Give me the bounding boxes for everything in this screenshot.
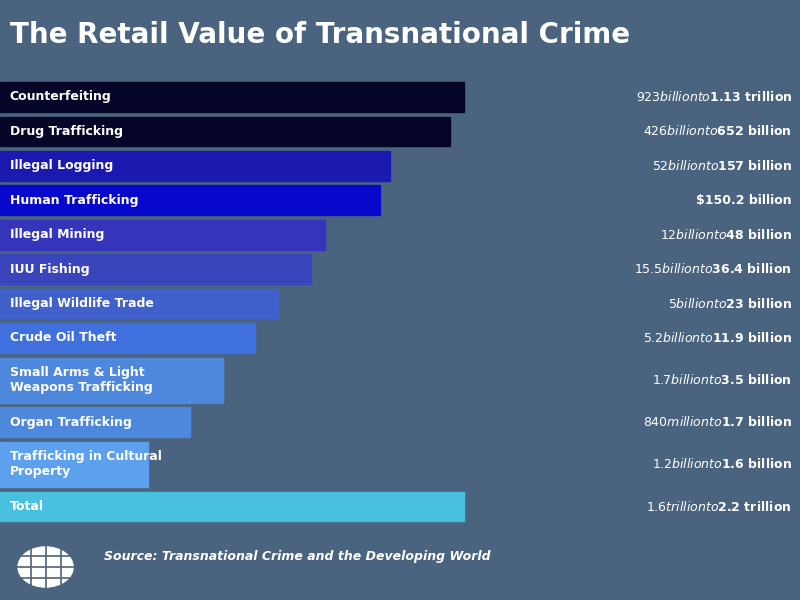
- Text: Total: Total: [10, 500, 43, 513]
- Text: Small Arms & Light
Weapons Trafficking: Small Arms & Light Weapons Trafficking: [10, 366, 152, 394]
- Text: $923 billion to $1.13 trillion: $923 billion to $1.13 trillion: [635, 90, 792, 104]
- Text: Illegal Wildlife Trade: Illegal Wildlife Trade: [10, 297, 154, 310]
- Text: The Retail Value of Transnational Crime: The Retail Value of Transnational Crime: [10, 21, 630, 49]
- Text: $1.2 billion to $1.6 billion: $1.2 billion to $1.6 billion: [652, 457, 792, 472]
- Text: $52 billion to $157 billion: $52 billion to $157 billion: [652, 159, 792, 173]
- Text: $12 billion to $48 billion: $12 billion to $48 billion: [660, 227, 792, 242]
- Text: Illegal Logging: Illegal Logging: [10, 160, 113, 172]
- Text: $5 billion to $23 billion: $5 billion to $23 billion: [668, 296, 792, 311]
- Text: Crude Oil Theft: Crude Oil Theft: [10, 331, 116, 344]
- Text: $426 billion to $652 billion: $426 billion to $652 billion: [643, 124, 792, 139]
- Text: Illegal Mining: Illegal Mining: [10, 228, 104, 241]
- Text: Counterfeiting: Counterfeiting: [10, 91, 111, 103]
- Text: $1.6 trillion to $2.2 trillion: $1.6 trillion to $2.2 trillion: [646, 500, 792, 514]
- Text: $840 million to $1.7 billion: $840 million to $1.7 billion: [643, 415, 792, 429]
- Text: $1.7 billion to $3.5 billion: $1.7 billion to $3.5 billion: [652, 373, 792, 387]
- Text: $5.2 billion to $11.9 billion: $5.2 billion to $11.9 billion: [643, 331, 792, 345]
- Text: Organ Trafficking: Organ Trafficking: [10, 416, 131, 429]
- Text: $150.2 billion: $150.2 billion: [696, 194, 792, 207]
- Text: Source: Transnational Crime and the Developing World: Source: Transnational Crime and the Deve…: [104, 550, 490, 563]
- Text: $15.5 billion to $36.4 billion: $15.5 billion to $36.4 billion: [634, 262, 792, 276]
- Text: IUU Fishing: IUU Fishing: [10, 263, 90, 275]
- Text: Trafficking in Cultural
Property: Trafficking in Cultural Property: [10, 451, 162, 478]
- Text: Human Trafficking: Human Trafficking: [10, 194, 138, 207]
- Text: Drug Trafficking: Drug Trafficking: [10, 125, 122, 138]
- Circle shape: [16, 545, 75, 589]
